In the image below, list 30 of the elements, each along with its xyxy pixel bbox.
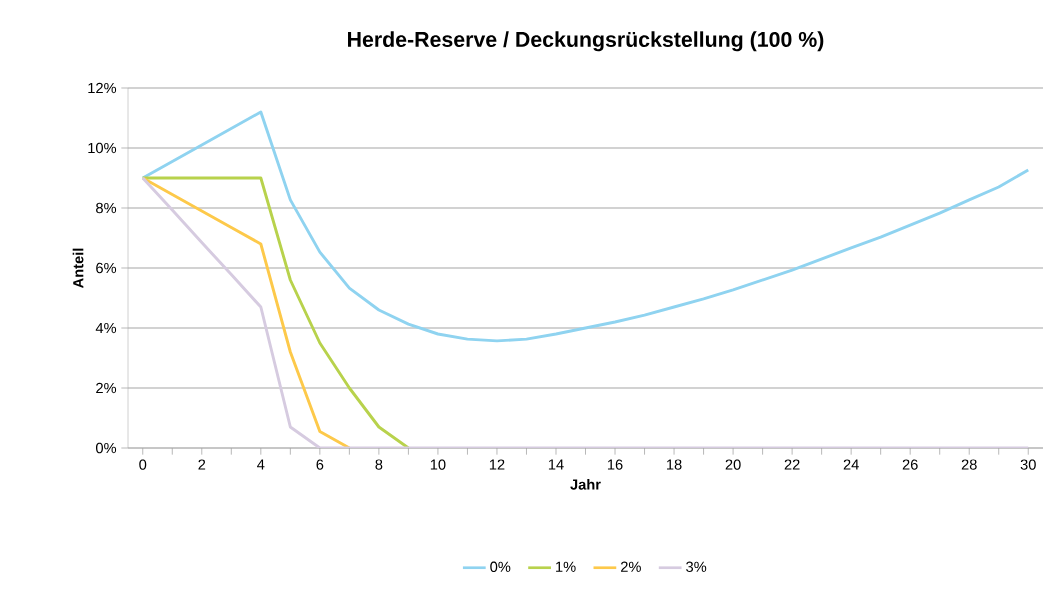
x-tick-label: 0 xyxy=(139,459,147,470)
y-axis-title: Anteil xyxy=(72,248,84,289)
y-tick-label: 4% xyxy=(95,322,117,334)
x-tick-label: 20 xyxy=(725,459,741,470)
y-tick-label: 6% xyxy=(96,262,117,274)
x-tick-label: 10 xyxy=(430,459,446,470)
x-tick-label: 22 xyxy=(784,459,800,470)
x-tick-label: 30 xyxy=(1020,459,1036,470)
x-axis-title: Jahr xyxy=(570,478,601,490)
chart-title: Herde-Reserve / Deckungsrückstellung (100 %) xyxy=(348,31,824,52)
x-tick-label: 28 xyxy=(961,459,977,470)
x-tick-label: 4 xyxy=(257,459,265,470)
legend-label: 0% xyxy=(490,561,511,572)
legend-label: 3% xyxy=(686,561,707,572)
y-tick-label: 12% xyxy=(88,82,117,94)
x-tick-label: 8 xyxy=(375,459,383,470)
x-tick-label: 16 xyxy=(607,459,623,470)
legend-label: 2% xyxy=(621,561,641,572)
x-tick-label: 12 xyxy=(489,459,505,470)
legend-label: 1% xyxy=(556,561,576,572)
x-tick-label: 24 xyxy=(843,459,859,470)
x-tick-label: 6 xyxy=(316,459,324,470)
y-tick-label: 8% xyxy=(96,202,117,214)
x-tick-label: 14 xyxy=(548,459,564,470)
y-tick-label: 0% xyxy=(95,442,117,454)
y-tick-label: 10% xyxy=(88,142,117,154)
y-tick-label: 2% xyxy=(96,382,117,394)
x-tick-label: 26 xyxy=(902,459,918,470)
x-tick-label: 2 xyxy=(198,459,206,470)
x-tick-label: 18 xyxy=(667,459,682,470)
